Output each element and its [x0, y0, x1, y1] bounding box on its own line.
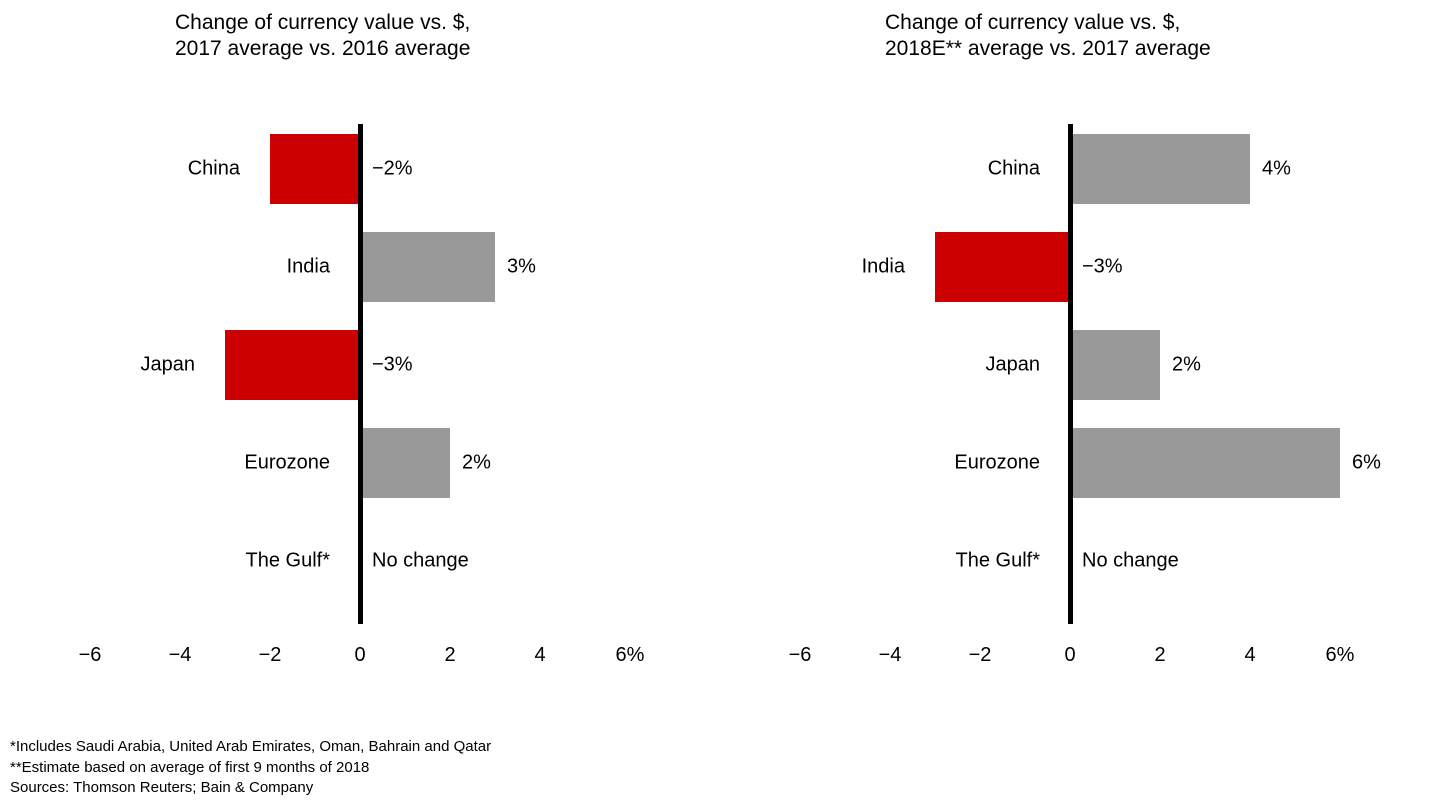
category-label: China	[988, 158, 1040, 181]
bar	[363, 428, 451, 498]
category-label: Eurozone	[954, 452, 1040, 475]
value-label: No change	[1082, 550, 1179, 573]
x-tick-label: −4	[879, 644, 902, 667]
category-label: India	[287, 256, 330, 279]
bar	[225, 330, 358, 400]
footnote-3: Sources: Thomson Reuters; Bain & Company	[10, 778, 491, 798]
category-label: Japan	[986, 354, 1041, 377]
bar	[1073, 330, 1161, 400]
x-tick-label: −6	[79, 644, 102, 667]
bar-row: Eurozone 6%	[740, 428, 1400, 498]
chart-right-title: Change of currency value vs. $, 2018E** …	[885, 10, 1420, 64]
bar-row: China 4%	[740, 134, 1400, 204]
bar	[1073, 428, 1341, 498]
footnotes: *Includes Saudi Arabia, United Arab Emir…	[10, 737, 491, 798]
footnote-1: *Includes Saudi Arabia, United Arab Emir…	[10, 737, 491, 757]
x-tick-label: 2	[1154, 644, 1165, 667]
x-tick-label: 2	[444, 644, 455, 667]
bar-row: India −3%	[740, 232, 1400, 302]
chart-right-title-line2: 2018E** average vs. 2017 average	[885, 37, 1211, 60]
bar	[935, 232, 1068, 302]
chart-left-title: Change of currency value vs. $, 2017 ave…	[175, 10, 710, 64]
bar-row: India 3%	[30, 232, 690, 302]
bar	[1073, 134, 1251, 204]
value-label: −2%	[372, 158, 413, 181]
x-tick-label: 4	[1244, 644, 1255, 667]
chart-right: Change of currency value vs. $, 2018E** …	[740, 10, 1420, 704]
value-label: 2%	[462, 452, 491, 475]
chart-left-xaxis: −6 −4 −2 0 2 4 6%	[30, 644, 690, 704]
x-tick-label: 6%	[616, 644, 645, 667]
value-label: 2%	[1172, 354, 1201, 377]
bar	[363, 232, 496, 302]
value-label: −3%	[1082, 256, 1123, 279]
x-tick-label: −2	[969, 644, 992, 667]
bar-row: Japan −3%	[30, 330, 690, 400]
chart-left-title-line1: Change of currency value vs. $,	[175, 11, 470, 34]
category-label: The Gulf*	[246, 550, 330, 573]
bar-row: The Gulf* No change	[30, 526, 690, 596]
x-tick-label: 4	[534, 644, 545, 667]
footnote-2: **Estimate based on average of first 9 m…	[10, 758, 491, 778]
bar-row: Eurozone 2%	[30, 428, 690, 498]
category-label: Japan	[141, 354, 196, 377]
chart-right-title-line1: Change of currency value vs. $,	[885, 11, 1180, 34]
category-label: China	[188, 158, 240, 181]
x-tick-label: −6	[789, 644, 812, 667]
x-tick-label: 0	[1064, 644, 1075, 667]
x-tick-label: −2	[259, 644, 282, 667]
x-tick-label: −4	[169, 644, 192, 667]
value-label: 3%	[507, 256, 536, 279]
category-label: Eurozone	[244, 452, 330, 475]
x-tick-label: 0	[354, 644, 365, 667]
value-label: No change	[372, 550, 469, 573]
charts-row: Change of currency value vs. $, 2017 ave…	[0, 0, 1440, 704]
value-label: 4%	[1262, 158, 1291, 181]
chart-left-plot: China −2% India 3% Japan −3% Eurozone 2% The Gul…	[30, 124, 690, 624]
chart-left-title-line2: 2017 average vs. 2016 average	[175, 37, 470, 60]
chart-right-xaxis: −6 −4 −2 0 2 4 6%	[740, 644, 1400, 704]
x-tick-label: 6%	[1326, 644, 1355, 667]
category-label: India	[862, 256, 905, 279]
bar-row: China −2%	[30, 134, 690, 204]
bar-row: The Gulf* No change	[740, 526, 1400, 596]
chart-left: Change of currency value vs. $, 2017 ave…	[30, 10, 710, 704]
bar-row: Japan 2%	[740, 330, 1400, 400]
figure: Change of currency value vs. $, 2017 ave…	[0, 0, 1440, 810]
chart-right-plot: China 4% India −3% Japan 2% Eurozone 6% The Gulf…	[740, 124, 1400, 624]
bar	[270, 134, 358, 204]
value-label: 6%	[1352, 452, 1381, 475]
category-label: The Gulf*	[956, 550, 1040, 573]
value-label: −3%	[372, 354, 413, 377]
